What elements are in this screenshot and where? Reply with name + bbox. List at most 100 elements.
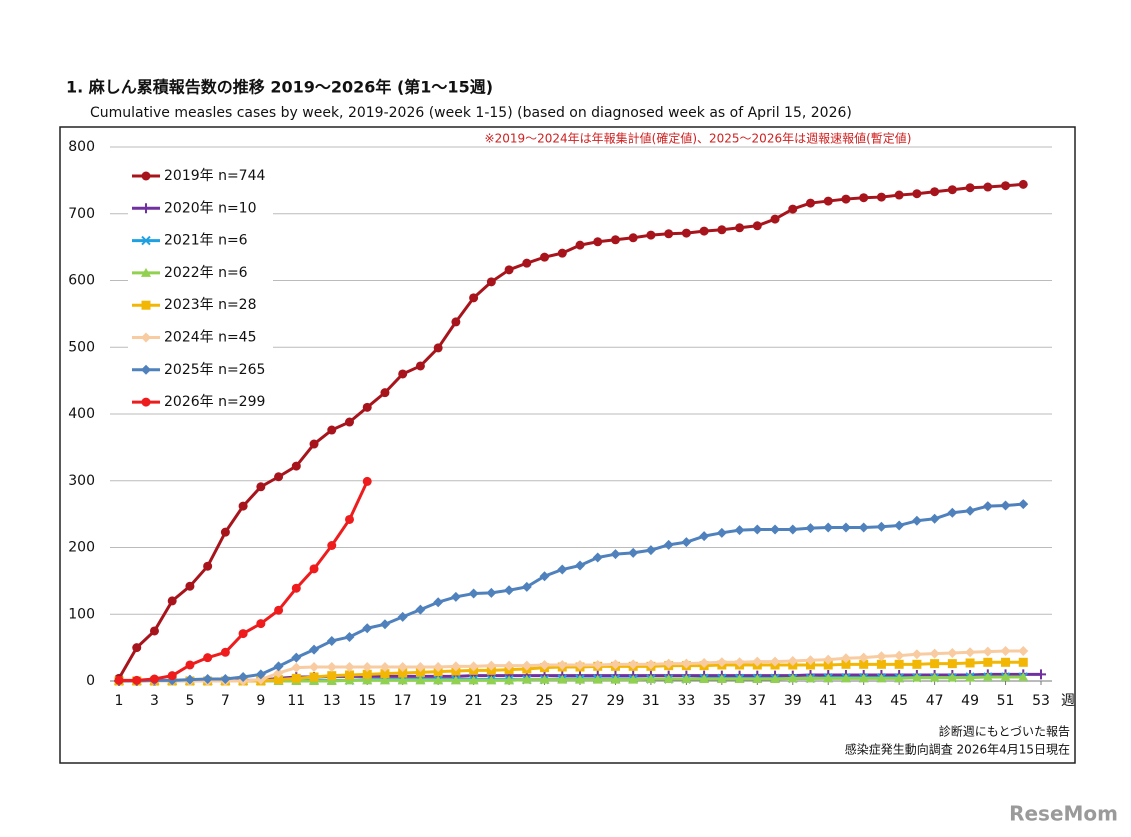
x-tick-label: 21: [465, 693, 483, 709]
legend-bg: [128, 294, 273, 317]
marker: [238, 671, 249, 682]
legend-marker: [141, 235, 151, 246]
marker: [220, 673, 231, 684]
marker: [345, 514, 354, 524]
legend-label: 2023年 n=28: [164, 297, 257, 313]
marker: [699, 657, 710, 668]
marker: [557, 659, 568, 670]
marker: [823, 522, 834, 533]
marker: [557, 564, 568, 575]
marker: [184, 674, 195, 685]
marker: [752, 221, 762, 231]
marker: [256, 482, 266, 492]
marker: [593, 237, 603, 247]
marker: [451, 317, 461, 327]
marker: [592, 552, 603, 563]
marker: [415, 661, 426, 672]
marker: [716, 673, 727, 683]
marker: [929, 648, 940, 659]
legend-label: 2021年 n=6: [164, 233, 248, 249]
marker: [326, 676, 337, 685]
x-tick-label: 27: [571, 693, 589, 709]
marker: [787, 673, 798, 683]
marker: [1018, 671, 1029, 681]
marker: [132, 643, 142, 653]
marker: [734, 657, 745, 668]
legend-marker: [141, 171, 151, 181]
marker: [911, 672, 922, 682]
x-tick-label: 51: [997, 693, 1015, 709]
marker: [149, 626, 159, 636]
series: [114, 499, 1029, 686]
footnote: 診断週にもとづいた報告: [939, 724, 1070, 739]
series: [114, 476, 372, 685]
marker: [894, 650, 905, 661]
marker: [309, 644, 320, 655]
marker: [291, 652, 302, 663]
marker: [1000, 645, 1011, 656]
marker: [770, 524, 781, 535]
y-tick-label: 200: [68, 540, 95, 556]
marker: [681, 658, 692, 669]
marker: [327, 540, 337, 550]
marker: [929, 672, 940, 682]
marker: [521, 660, 532, 671]
x-tick-label: 3: [150, 693, 159, 709]
marker: [716, 527, 727, 538]
marker: [876, 521, 887, 532]
marker: [521, 581, 532, 592]
legend-bg: [128, 165, 273, 187]
x-tick-label: 49: [961, 693, 979, 709]
marker: [344, 675, 355, 685]
marker: [203, 561, 213, 571]
x-tick-label: 9: [256, 693, 265, 709]
legend-label: 2022年 n=6: [164, 265, 248, 281]
marker: [965, 672, 976, 682]
marker: [983, 657, 993, 667]
marker: [592, 674, 603, 684]
marker: [468, 675, 479, 685]
series-line: [119, 502, 1024, 683]
x-tick-label: 19: [429, 693, 447, 709]
marker: [752, 524, 763, 535]
marker: [699, 531, 710, 542]
x-tick-label: 39: [784, 693, 802, 709]
marker: [717, 225, 727, 235]
marker: [486, 277, 496, 287]
marker: [379, 661, 390, 672]
marker: [894, 190, 904, 200]
marker: [1018, 179, 1028, 189]
marker: [344, 631, 355, 642]
marker: [345, 670, 354, 680]
marker: [504, 585, 515, 596]
marker: [788, 204, 798, 214]
y-tick-label: 100: [68, 606, 95, 622]
marker: [805, 673, 816, 683]
marker: [486, 587, 497, 598]
marker: [840, 522, 851, 533]
series: [114, 179, 1028, 683]
marker: [309, 672, 319, 682]
marker: [274, 605, 284, 615]
x-tick-label: 41: [819, 693, 837, 709]
marker: [610, 549, 621, 560]
marker: [575, 240, 585, 250]
marker: [841, 194, 851, 204]
marker: [539, 571, 550, 582]
marker: [858, 673, 869, 683]
legend-marker: [141, 300, 151, 310]
marker: [486, 660, 497, 671]
x-tick-label: 11: [287, 693, 305, 709]
legend-label: 2026年 n=299: [164, 394, 265, 410]
marker: [291, 662, 302, 673]
marker: [273, 661, 284, 672]
legend-label: 2019年 n=744: [164, 168, 265, 184]
legend-marker: [141, 332, 151, 343]
marker: [628, 233, 638, 243]
x-tick-label: 47: [926, 693, 944, 709]
marker: [220, 647, 230, 657]
marker: [167, 596, 177, 606]
chart-subtitle: Cumulative measles cases by week, 2019-2…: [90, 105, 852, 121]
x-axis-label: 週: [1061, 693, 1075, 709]
marker: [876, 651, 887, 662]
